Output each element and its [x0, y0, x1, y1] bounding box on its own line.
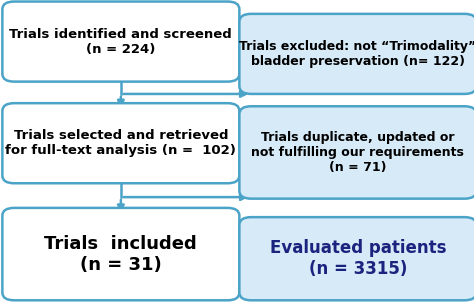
Text: Trials  included
(n = 31): Trials included (n = 31) [45, 235, 197, 274]
FancyBboxPatch shape [239, 217, 474, 300]
FancyBboxPatch shape [239, 14, 474, 94]
FancyBboxPatch shape [2, 208, 239, 300]
Text: Trials duplicate, updated or
not fulfilling our requirements
(n = 71): Trials duplicate, updated or not fulfill… [251, 131, 465, 174]
FancyBboxPatch shape [2, 103, 239, 183]
FancyBboxPatch shape [239, 106, 474, 199]
Text: Trials selected and retrieved
for full-text analysis (n =  102): Trials selected and retrieved for full-t… [5, 129, 237, 157]
Text: Evaluated patients
(n = 3315): Evaluated patients (n = 3315) [270, 239, 446, 278]
FancyBboxPatch shape [2, 2, 239, 82]
Text: Trials identified and screened
(n = 224): Trials identified and screened (n = 224) [9, 28, 232, 55]
Text: Trials excluded: not “Trimodality”
bladder preservation (n= 122): Trials excluded: not “Trimodality” bladd… [239, 40, 474, 68]
